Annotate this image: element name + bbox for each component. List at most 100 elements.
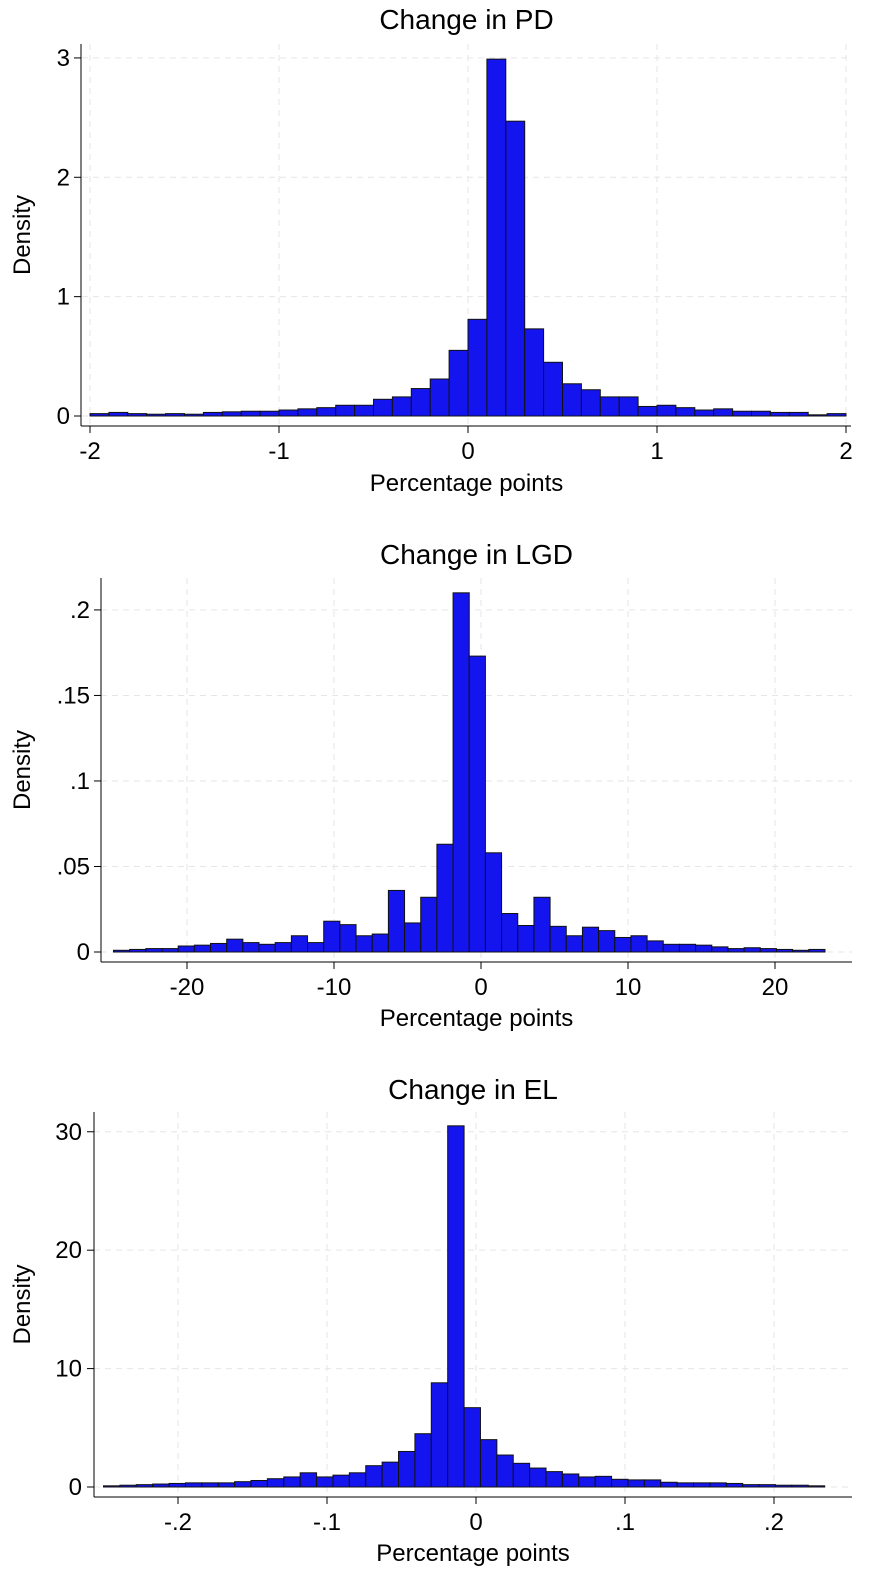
histogram-bar: [743, 947, 761, 953]
histogram-bar: [258, 943, 276, 953]
y-tick-label: 2: [57, 164, 70, 191]
histogram-bar: [420, 896, 438, 953]
y-tick-label: 0: [77, 939, 90, 966]
histogram-bar: [467, 318, 488, 417]
y-axis-label: Density: [9, 195, 36, 275]
histogram-bar: [278, 409, 299, 417]
histogram-bar: [656, 404, 677, 417]
histogram-bar: [307, 942, 325, 953]
histogram-bar: [410, 388, 431, 417]
y-tick-label: .1: [70, 768, 90, 795]
histogram-bar: [447, 1125, 465, 1488]
y-tick-label: 20: [55, 1237, 82, 1264]
chart-panel-2: -20 -10 0 10 20 0 .05 .1 .15 .2 Change in LGD Perce…: [9, 539, 852, 1032]
x-tick-label: 0: [469, 1509, 482, 1536]
chart-panel-1: -2 -1 0 1 2 0 1 2 3 Change in PD Percentage points…: [9, 4, 853, 497]
histogram-bar: [355, 935, 373, 953]
y-axis-label: Density: [9, 1264, 36, 1344]
histogram-bar: [496, 1454, 514, 1488]
x-tick-label: 0: [461, 438, 474, 465]
histogram-bar: [266, 1478, 285, 1488]
y-tick-label: 3: [57, 45, 70, 72]
histogram-bar: [695, 944, 713, 953]
histogram-bar: [316, 407, 337, 417]
histogram-bar: [486, 58, 507, 417]
x-tick-label: -10: [317, 974, 352, 1001]
histogram-bar: [484, 852, 503, 953]
x-axis-label: Percentage points: [370, 470, 563, 497]
histogram-bar: [678, 943, 697, 953]
histogram-bar: [561, 1473, 580, 1488]
histogram-bar: [387, 889, 406, 953]
histogram-bar: [240, 410, 261, 417]
histogram-bar: [283, 1476, 301, 1488]
histogram-bar: [259, 410, 280, 417]
histogram-bar: [676, 1482, 695, 1488]
x-tick-label: -20: [170, 974, 205, 1001]
histogram-bar: [614, 936, 632, 953]
histogram-bar: [184, 1482, 203, 1488]
histogram-bar: [788, 411, 809, 417]
histogram-bar: [524, 328, 545, 417]
histogram-bar: [129, 948, 147, 953]
histogram-bar: [339, 924, 357, 953]
x-tick-label: 1: [650, 438, 663, 465]
x-tick-label: 0: [474, 974, 487, 1001]
y-tick-label: 0: [69, 1474, 82, 1501]
histogram-bar: [774, 1484, 793, 1488]
histogram-bar: [335, 404, 356, 417]
histogram-bar: [675, 407, 696, 417]
histogram-bar: [826, 413, 847, 417]
x-tick-label: 2: [839, 438, 852, 465]
histogram-bar: [168, 1482, 186, 1488]
histogram-bar: [348, 1472, 367, 1488]
histogram-bar: [505, 120, 526, 417]
y-tick-label: .15: [57, 682, 90, 709]
histogram-bar: [711, 946, 729, 953]
x-tick-label: -.1: [313, 1509, 341, 1536]
chart-title: Change in EL: [388, 1074, 558, 1105]
histogram-bar: [751, 410, 771, 417]
histogram-bar: [108, 411, 129, 417]
x-axis-label: Percentage points: [380, 1005, 573, 1032]
histogram-bar: [201, 1482, 219, 1488]
histogram-bar: [297, 408, 318, 417]
histogram-bar: [598, 930, 616, 953]
y-tick-label: 30: [55, 1119, 82, 1146]
x-tick-label: -2: [79, 438, 100, 465]
x-axis-label: Percentage points: [376, 1540, 569, 1567]
x-tick-label: .2: [764, 1509, 784, 1536]
histogram-bar: [152, 1483, 170, 1488]
histogram-bar: [463, 1407, 481, 1488]
histogram-bar: [448, 349, 469, 417]
histogram-bar: [332, 1474, 350, 1488]
histogram-bar: [643, 1479, 662, 1488]
histogram-bar: [594, 1475, 613, 1488]
histogram-bar: [145, 948, 163, 953]
histogram-bar: [660, 1481, 678, 1488]
histogram-bar: [791, 1484, 809, 1488]
histogram-bar: [234, 1481, 252, 1488]
histogram-bar: [618, 396, 639, 417]
histogram-bar: [807, 414, 828, 417]
histogram-bar: [565, 935, 583, 953]
histogram-bar: [250, 1479, 268, 1488]
y-tick-label: 10: [55, 1356, 82, 1383]
x-tick-label: 20: [762, 974, 789, 1001]
histogram-bar: [373, 398, 393, 417]
histogram-bar: [468, 655, 486, 953]
y-tick-label: 1: [57, 284, 70, 311]
histogram-bar: [202, 411, 223, 417]
histogram-bar: [769, 411, 790, 417]
histogram-bar: [103, 1485, 121, 1488]
histogram-bar: [391, 396, 412, 417]
histogram-bar: [693, 1482, 711, 1488]
histogram-bar: [512, 1462, 531, 1488]
histogram-bar: [165, 413, 186, 417]
histogram-bar: [177, 945, 195, 953]
histogram-bar: [452, 592, 470, 953]
histogram-bar: [226, 938, 244, 953]
histogram-bar: [365, 1465, 383, 1488]
histogram-bar: [533, 896, 551, 953]
